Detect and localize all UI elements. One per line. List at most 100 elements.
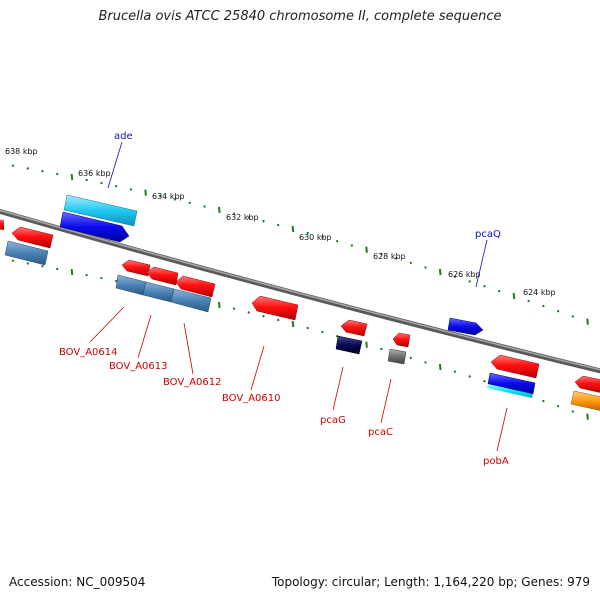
genome-backbone-highlight [0, 209, 600, 371]
topology-text: Topology: circular; Length: 1,164,220 bp… [271, 575, 590, 589]
kbp-label: 630 kbp [299, 233, 332, 242]
gene-label-pcaC[interactable]: pcaC [368, 427, 393, 438]
major-tick [144, 189, 147, 196]
minor-tick [11, 164, 15, 167]
minor-tick [55, 172, 59, 176]
gene-label-pcaQ[interactable]: pcaQ [475, 229, 501, 240]
major-tick [586, 413, 589, 420]
gene-feature-ade[interactable] [59, 211, 130, 243]
minor-tick [26, 167, 30, 170]
gene-label-BOV_A0612[interactable]: BOV_A0612 [163, 377, 222, 388]
labels-top: ade pcaQ [114, 131, 501, 240]
gene-feature-red[interactable] [490, 354, 540, 379]
gene-label-BOV_A0610[interactable]: BOV_A0610 [222, 393, 281, 404]
minor-tick [394, 257, 398, 260]
gene-feature-BOV_A0614[interactable] [115, 274, 147, 296]
gene-feature-pcaQ[interactable] [447, 317, 484, 336]
minor-tick [114, 279, 118, 283]
major-tick [586, 318, 589, 325]
minor-tick [232, 307, 236, 310]
kbp-label: 632 kbp [226, 213, 259, 222]
major-tick [438, 363, 442, 371]
major-tick [70, 173, 74, 181]
major-tick [291, 320, 295, 328]
minor-tick [483, 284, 486, 288]
minor-tick [424, 361, 427, 364]
gene-label-pcaG[interactable]: pcaG [320, 415, 346, 426]
forward-strand-genes [59, 194, 484, 336]
gene-label-BOV_A0613[interactable]: BOV_A0613 [109, 361, 168, 372]
minor-tick [173, 198, 177, 201]
minor-tick [556, 404, 560, 408]
minor-tick [276, 318, 280, 322]
kbp-label: 628 kbp [373, 252, 406, 261]
minor-tick [85, 178, 88, 182]
gene-feature-red[interactable] [340, 319, 368, 337]
minor-tick [350, 244, 354, 247]
minor-tick [41, 169, 44, 173]
gene-feature-pcaG[interactable] [335, 335, 363, 355]
gene-feature-pobA-lower[interactable] [487, 384, 533, 398]
major-tick [438, 268, 442, 276]
gene-feature-BOV_A0612[interactable] [170, 288, 212, 313]
gene-feature-red[interactable] [146, 266, 179, 286]
minor-tick [468, 375, 471, 378]
labels-bottom: BOV_A0614 BOV_A0613 BOV_A0612 BOV_A0610 … [59, 347, 509, 467]
kbp-label: 624 kbp [523, 288, 556, 297]
minor-tick [380, 347, 383, 351]
minor-tick [247, 311, 250, 314]
genome-backbone [0, 208, 600, 374]
minor-tick [262, 219, 265, 223]
minor-tick [11, 259, 15, 262]
minor-tick [247, 216, 250, 219]
minor-tick [26, 262, 30, 265]
major-tick [291, 225, 295, 233]
minor-tick [409, 356, 413, 360]
minor-tick [542, 304, 545, 308]
minor-tick [424, 266, 427, 269]
label-lines-bottom [89, 306, 508, 452]
kbp-label: 634 kbp [152, 192, 185, 201]
minor-tick [556, 309, 560, 313]
gene-label-BOV_A0614[interactable]: BOV_A0614 [59, 347, 118, 358]
minor-tick [114, 184, 118, 188]
minor-tick [527, 299, 530, 303]
minor-tick [468, 280, 471, 283]
minor-tick [571, 315, 575, 318]
gene-feature-red[interactable] [392, 332, 411, 348]
minor-tick [335, 239, 339, 243]
gene-feature-BOV_A0610[interactable] [251, 295, 299, 321]
gene-label-ade[interactable]: ade [114, 131, 133, 142]
reverse-strand-genes [0, 219, 600, 411]
gene-feature-orange[interactable] [570, 390, 600, 411]
gene-feature-left-edge[interactable] [0, 219, 4, 230]
kbp-label: 626 kbp [448, 270, 481, 279]
label-lines-top [107, 141, 488, 288]
gene-feature-red[interactable] [574, 375, 600, 393]
minor-tick [159, 194, 162, 198]
minor-tick [188, 201, 192, 205]
gene-label-pobA[interactable]: pobA [483, 456, 509, 467]
gene-feature-pcaC[interactable] [387, 348, 407, 365]
accession-text: Accession: NC_009504 [9, 575, 146, 589]
minor-tick [276, 223, 280, 227]
minor-tick [321, 235, 324, 239]
gene-feature-red[interactable] [11, 226, 54, 249]
minor-tick [41, 264, 44, 268]
kbp-labels: 638 kbp 636 kbp 634 kbp 632 kbp 630 kbp … [5, 147, 556, 297]
minor-tick [129, 188, 133, 191]
gene-feature-red[interactable] [175, 275, 216, 298]
minor-tick [453, 370, 457, 373]
minor-tick [542, 399, 545, 403]
minor-tick [571, 410, 575, 413]
gene-feature-BOV_A0613[interactable] [142, 281, 175, 303]
major-tick [365, 341, 368, 348]
gene-feature-steelblue[interactable] [4, 240, 49, 266]
minor-tick [306, 231, 309, 235]
minor-tick [232, 212, 236, 215]
major-tick [217, 301, 221, 309]
gene-feature-red[interactable] [121, 259, 151, 277]
gene-feature-ade-upper[interactable] [63, 194, 138, 227]
inner-tick-ring [11, 259, 589, 420]
minor-tick [409, 261, 413, 265]
